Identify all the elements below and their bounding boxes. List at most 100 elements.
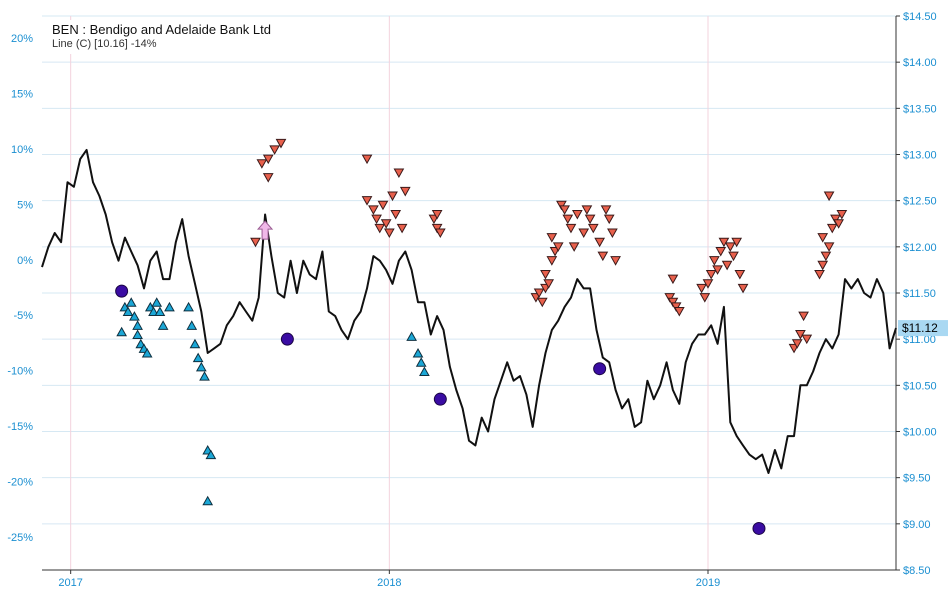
buy-signal-marker: [141, 347, 153, 358]
buy-signal-marker: [125, 297, 137, 307]
buy-signal-marker: [132, 320, 143, 330]
right-tick-label: $11.00: [903, 334, 936, 346]
buy-signal-marker: [189, 338, 201, 349]
buy-signal-marker: [129, 311, 140, 321]
buy-signal-marker: [157, 320, 169, 330]
sell-signal-marker: [600, 205, 612, 215]
sell-signal-marker: [256, 159, 268, 169]
sell-signal-marker: [712, 265, 723, 275]
sell-signal-marker: [823, 191, 835, 202]
event-circle-marker: [593, 362, 607, 376]
buy-signal-marker: [183, 301, 194, 312]
left-tick-label: -15%: [7, 421, 33, 433]
sell-signal-marker: [431, 223, 443, 234]
last-price-tag: [898, 320, 948, 337]
sell-signal-marker: [597, 251, 609, 262]
sell-signal-marker: [830, 214, 841, 225]
sell-signal-marker: [262, 154, 274, 165]
buy-signal-marker: [148, 306, 159, 316]
sell-signal-marker: [836, 210, 848, 220]
sell-signal-marker: [556, 200, 567, 211]
sell-signal-marker: [791, 339, 803, 349]
left-tick-label: -20%: [7, 476, 33, 488]
sell-signal-marker: [823, 242, 835, 252]
sell-signal-marker: [728, 251, 739, 262]
sell-signal-marker: [578, 228, 590, 239]
sell-signal-marker: [718, 237, 730, 248]
sell-signal-marker: [833, 219, 844, 229]
sell-signal-marker: [380, 219, 392, 229]
sell-signal-marker: [536, 297, 548, 308]
sell-signal-marker: [269, 145, 280, 155]
sell-signal-marker: [702, 279, 714, 289]
chart-title: BEN : Bendigo and Adelaide Bank Ltd: [52, 22, 271, 37]
event-circle-marker: [280, 332, 294, 346]
event-circle-marker: [752, 521, 766, 535]
sell-signal-marker: [795, 330, 806, 340]
sell-signal-marker: [374, 223, 386, 234]
sell-signal-marker: [709, 256, 720, 266]
up-arrow-marker: [256, 220, 274, 240]
sell-signal-marker: [817, 233, 829, 243]
sell-signal-marker: [673, 306, 685, 317]
sell-signal-marker: [817, 260, 829, 271]
sell-signal-marker: [610, 256, 621, 266]
buy-signal-marker: [412, 347, 424, 358]
sell-signal-marker: [603, 214, 615, 225]
left-tick-label: 0%: [17, 255, 33, 267]
buy-signal-marker: [154, 306, 166, 316]
sell-signal-marker: [250, 237, 261, 248]
sell-signal-marker: [377, 200, 389, 211]
sell-signal-marker: [724, 242, 736, 252]
buy-signal-marker: [202, 495, 214, 506]
right-tick-label: $12.00: [903, 242, 937, 254]
buy-signal-marker: [205, 449, 217, 460]
x-tick-label: 2019: [696, 577, 720, 589]
left-tick-label: 5%: [17, 199, 33, 211]
right-tick-label: $11.50: [903, 288, 936, 300]
sell-signal-marker: [393, 168, 405, 178]
chart-title-box: BEN : Bendigo and Adelaide Bank Ltd Line…: [48, 20, 275, 54]
sell-signal-marker: [368, 205, 379, 215]
sell-signal-marker: [275, 138, 287, 149]
sell-signal-marker: [699, 293, 711, 303]
buy-signal-marker: [116, 326, 128, 337]
right-tick-label: $9.00: [903, 519, 931, 531]
sell-signal-marker: [552, 242, 564, 252]
left-tick-label: -10%: [7, 366, 33, 378]
sell-signal-marker: [434, 228, 446, 239]
sell-signal-marker: [715, 246, 727, 257]
sell-signal-marker: [262, 173, 274, 183]
left-tick-label: 15%: [11, 89, 33, 101]
sell-signal-marker: [670, 302, 682, 312]
right-tick-label: $12.50: [903, 196, 937, 208]
sell-signal-marker: [540, 270, 551, 280]
buy-signal-marker: [122, 306, 134, 316]
sell-signal-marker: [361, 154, 373, 165]
sell-signal-marker: [543, 279, 555, 289]
sell-signal-marker: [667, 274, 679, 285]
event-circle-marker: [115, 284, 129, 298]
sell-signal-marker: [705, 270, 717, 280]
sell-signal-marker: [584, 214, 596, 225]
buy-signal-marker: [192, 352, 204, 363]
left-tick-label: 20%: [11, 33, 33, 45]
sell-signal-marker: [734, 270, 746, 280]
right-tick-label: $14.50: [903, 11, 937, 23]
sell-signal-marker: [559, 205, 570, 215]
buy-signal-marker: [406, 331, 417, 341]
sell-signal-marker: [396, 223, 408, 234]
sell-signal-marker: [607, 228, 618, 239]
x-tick-label: 2017: [58, 577, 82, 589]
buy-signal-marker: [415, 357, 427, 367]
sell-signal-marker: [361, 196, 373, 206]
sell-signal-marker: [571, 210, 583, 220]
sell-signal-marker: [399, 186, 411, 197]
buy-signal-marker: [199, 371, 210, 381]
sell-signal-marker: [581, 205, 593, 215]
sell-signal-marker: [667, 297, 679, 308]
price-line: [41, 148, 897, 474]
event-circle-marker: [433, 392, 447, 406]
sell-signal-marker: [587, 223, 599, 234]
